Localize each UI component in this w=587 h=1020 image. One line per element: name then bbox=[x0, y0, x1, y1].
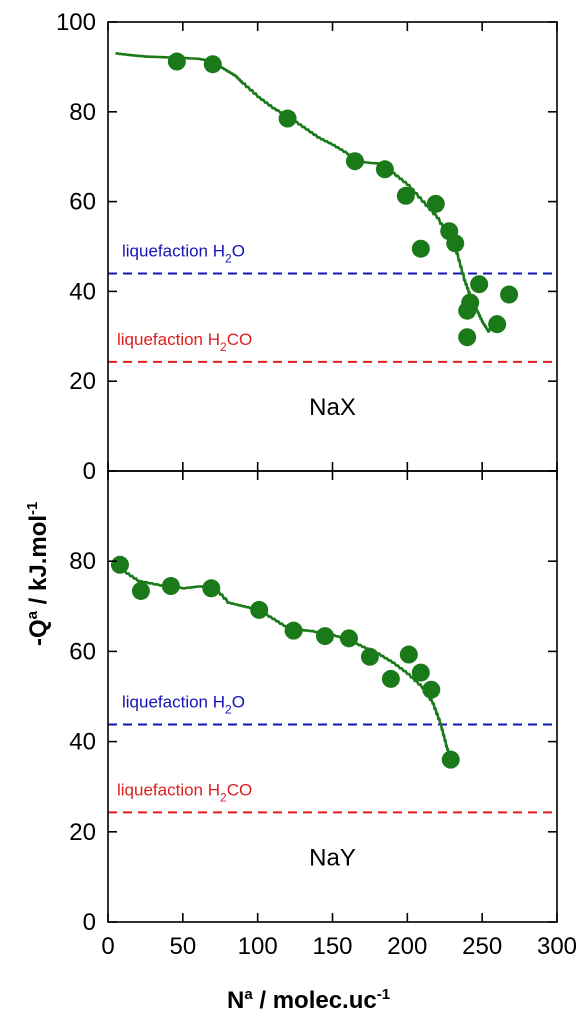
data-point bbox=[284, 621, 303, 640]
data-point bbox=[250, 600, 269, 619]
reference-label-subscript: 2 bbox=[220, 340, 227, 354]
data-point bbox=[110, 555, 129, 574]
reference-label-subscript: 2 bbox=[225, 702, 232, 716]
data-point bbox=[360, 647, 379, 666]
panel-label: NaY bbox=[309, 845, 356, 872]
x-tick-label: 250 bbox=[462, 933, 502, 960]
reference-label-end: O bbox=[232, 692, 245, 711]
data-point bbox=[488, 315, 507, 334]
data-point bbox=[345, 152, 364, 171]
x-axis-title-rest: / molec.uc bbox=[253, 987, 377, 1014]
data-point bbox=[458, 328, 477, 347]
reference-label-water: liquefaction H2O bbox=[122, 692, 245, 716]
y-tick-label: 60 bbox=[69, 638, 96, 665]
data-point bbox=[470, 275, 489, 294]
fit-curve bbox=[112, 560, 452, 760]
data-point bbox=[375, 160, 394, 179]
y-tick-label: 40 bbox=[69, 729, 96, 756]
x-tick-label: 200 bbox=[387, 933, 427, 960]
reference-label-main: liquefaction H bbox=[117, 780, 220, 799]
x-axis-title-sup: a bbox=[244, 986, 253, 1003]
data-point bbox=[458, 301, 477, 320]
y-axis-title-sup: a bbox=[24, 610, 41, 619]
reference-label-water: liquefaction H2O bbox=[122, 241, 245, 265]
y-tick-label: 80 bbox=[69, 548, 96, 575]
data-point bbox=[399, 645, 418, 664]
data-point bbox=[426, 194, 445, 213]
reference-label-subscript: 2 bbox=[225, 251, 232, 265]
reference-label-subscript: 2 bbox=[220, 790, 227, 804]
data-point bbox=[446, 234, 465, 253]
data-point bbox=[339, 629, 358, 648]
fit-curve bbox=[115, 52, 496, 333]
y-tick-label: 60 bbox=[69, 189, 96, 216]
x-tick-label: 100 bbox=[238, 933, 278, 960]
y-axis-title-rest: / kJ.mol bbox=[25, 515, 52, 611]
data-point bbox=[316, 627, 335, 646]
y-tick-label: 0 bbox=[83, 458, 96, 485]
x-axis-title-sup2: -1 bbox=[377, 986, 390, 1003]
reference-label-main: liquefaction H bbox=[122, 241, 225, 260]
y-tick-label: 20 bbox=[69, 368, 96, 395]
y-tick-label: 40 bbox=[69, 278, 96, 305]
y-tick-label: 20 bbox=[69, 819, 96, 846]
data-point bbox=[167, 52, 186, 71]
reference-label-formaldehyde: liquefaction H2CO bbox=[117, 780, 252, 804]
reference-label-main: liquefaction H bbox=[122, 692, 225, 711]
data-point bbox=[381, 669, 400, 688]
y-axis-title: -Qa / kJ.mol-1 bbox=[24, 502, 52, 646]
reference-label-formaldehyde: liquefaction H2CO bbox=[117, 330, 252, 354]
x-axis-title: Na / molec.uc-1 bbox=[227, 986, 390, 1014]
data-point bbox=[500, 285, 519, 304]
y-tick-label: 0 bbox=[83, 909, 96, 936]
reference-label-end: CO bbox=[227, 780, 253, 799]
data-point bbox=[161, 577, 180, 596]
reference-label-end: O bbox=[232, 241, 245, 260]
y-tick-label: 80 bbox=[69, 99, 96, 126]
data-point bbox=[411, 663, 430, 682]
data-point bbox=[131, 581, 150, 600]
reference-label-main: liquefaction H bbox=[117, 330, 220, 349]
y-axis-title-sup2: -1 bbox=[24, 502, 41, 515]
data-point bbox=[203, 55, 222, 74]
data-point bbox=[202, 579, 221, 598]
y-tick-label: 100 bbox=[56, 9, 96, 36]
data-point bbox=[396, 186, 415, 205]
data-point bbox=[441, 750, 460, 769]
x-tick-label: 300 bbox=[537, 933, 577, 960]
x-axis-title-main: N bbox=[227, 987, 244, 1014]
y-axis-title-main: -Q bbox=[25, 619, 52, 646]
data-point bbox=[278, 109, 297, 128]
data-point bbox=[411, 239, 430, 258]
x-tick-label: 50 bbox=[169, 933, 196, 960]
data-point bbox=[422, 680, 441, 699]
x-tick-label: 0 bbox=[101, 933, 114, 960]
reference-label-end: CO bbox=[227, 330, 253, 349]
panel-label: NaX bbox=[309, 394, 356, 421]
x-tick-label: 150 bbox=[312, 933, 352, 960]
